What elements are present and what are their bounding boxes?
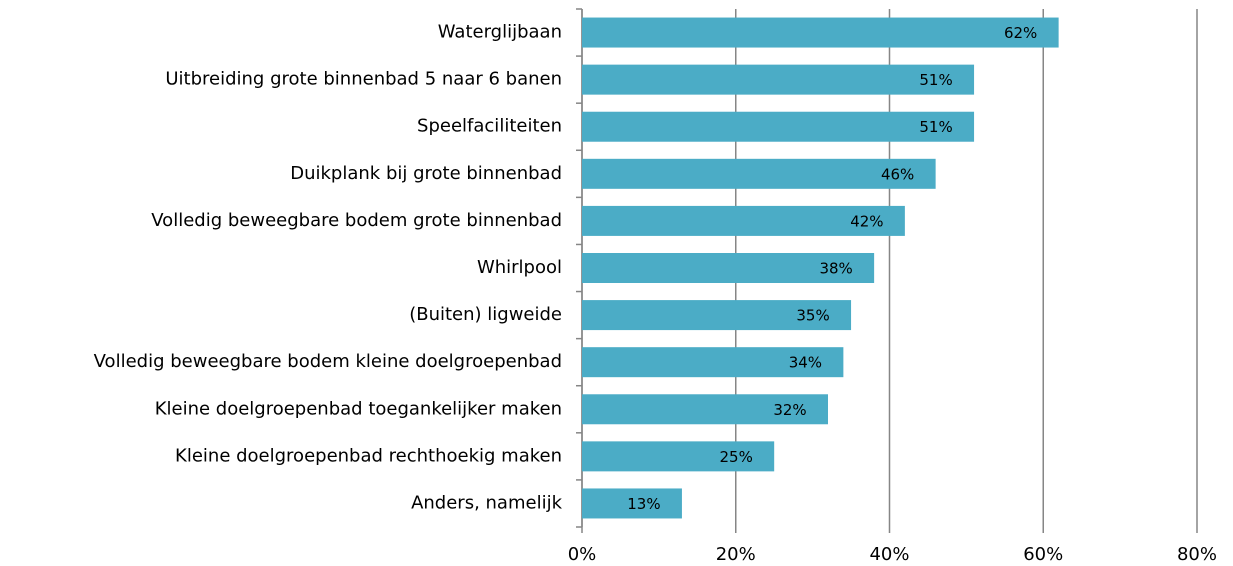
bar: [582, 111, 975, 142]
value-label: 38%: [819, 260, 852, 278]
x-tick-label: 80%: [1177, 544, 1217, 565]
bar: [582, 488, 682, 519]
bar: [582, 441, 775, 472]
y-tick-label: Kleine doelgroepenbad toegankelijker mak…: [155, 398, 562, 419]
value-label: 42%: [850, 212, 883, 230]
y-tick-label: Waterglijbaan: [438, 22, 562, 43]
y-tick-label: (Buiten) ligweide: [409, 304, 562, 325]
value-label: 62%: [1004, 24, 1037, 42]
x-tick-label: 40%: [869, 544, 909, 565]
bar: [582, 394, 828, 425]
y-tick-label: Anders, namelijk: [411, 492, 562, 513]
value-label: 32%: [773, 401, 806, 419]
value-label: 25%: [720, 448, 753, 466]
y-tick-label: Duikplank bij grote binnenbad: [290, 163, 562, 184]
bar: [582, 347, 844, 378]
bar: [582, 158, 936, 189]
y-tick-label: Volledig beweegbare bodem kleine doelgro…: [94, 351, 562, 372]
value-label: 46%: [881, 165, 914, 183]
bar: [582, 300, 852, 331]
x-tick-label: 0%: [568, 544, 597, 565]
value-label: 35%: [796, 307, 829, 325]
value-label: 13%: [627, 495, 660, 513]
y-tick-label: Kleine doelgroepenbad rechthoekig maken: [175, 445, 562, 466]
x-tick-label: 20%: [716, 544, 756, 565]
x-tick-label: 60%: [1023, 544, 1063, 565]
bar: [582, 17, 1059, 48]
y-tick-label: Speelfaciliteiten: [417, 116, 562, 137]
value-label: 34%: [789, 354, 822, 372]
bar: [582, 64, 975, 95]
y-tick-label: Uitbreiding grote binnenbad 5 naar 6 ban…: [165, 69, 562, 90]
value-label: 51%: [919, 118, 952, 136]
bar: [582, 253, 875, 283]
value-label: 51%: [919, 71, 952, 89]
bar: [582, 205, 905, 236]
y-tick-label: Volledig beweegbare bodem grote binnenba…: [151, 210, 562, 231]
y-tick-label: Whirlpool: [477, 257, 562, 278]
